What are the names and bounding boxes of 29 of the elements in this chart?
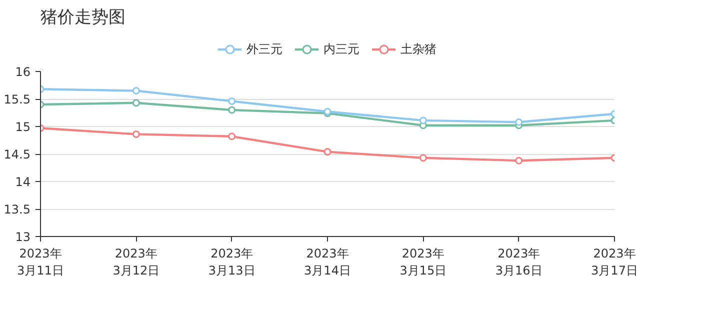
legend-label: 内三元 — [324, 40, 360, 58]
x-tick-label: 2023年 3月12日 — [112, 246, 160, 278]
x-tick-label: 2023年 3月13日 — [208, 246, 256, 278]
point — [419, 154, 427, 162]
point — [419, 116, 427, 124]
y-tick-label: 14 — [15, 175, 31, 189]
x-tick-label: 2023年 3月17日 — [591, 246, 638, 278]
point — [132, 130, 140, 138]
text: 14.5 — [4, 148, 30, 162]
x-tick-label: 2023年 3月16日 — [495, 246, 542, 278]
y-tick-label: 16 — [15, 65, 31, 79]
point — [228, 97, 236, 105]
text: 15.5 — [4, 92, 30, 106]
x-tick-label: 2023年 3月14日 — [304, 246, 351, 278]
point — [132, 87, 140, 94]
y-tick-label: 15 — [15, 120, 31, 134]
y-tick-label: 13 — [15, 230, 31, 244]
text: 13.5 — [4, 202, 30, 216]
x-tick-label: 2023年 3月11日 — [17, 246, 64, 278]
point — [132, 99, 140, 107]
point — [324, 148, 332, 156]
point — [228, 106, 236, 114]
x-tick-label: 2023年 3月15日 — [400, 246, 447, 278]
point — [228, 132, 236, 140]
legend-label: 土杂猪 — [400, 40, 436, 58]
point — [515, 156, 523, 164]
point — [515, 118, 523, 126]
legend-label: 外三元 — [246, 40, 282, 58]
chart-title: 猪价走势图 — [40, 8, 126, 28]
